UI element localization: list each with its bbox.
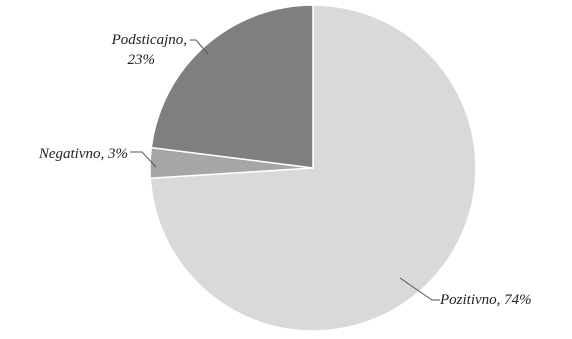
pie-slices <box>149 4 477 332</box>
leader-lines <box>130 39 440 301</box>
slice-label-podsticajno-line-1: Podsticajno, <box>111 32 187 48</box>
slice-label-pozitivno: Pozitivno, 74% <box>439 292 532 308</box>
slice-label-negativno: Negativno, 3% <box>38 146 128 162</box>
pie-slice-podsticajno <box>150 4 314 169</box>
leader-line-negativno <box>130 151 157 168</box>
leader-line-podsticajno <box>190 39 209 55</box>
leader-line-pozitivno <box>399 277 440 301</box>
slice-labels: Pozitivno, 74% Negativno, 3% Podsticajno, 2… <box>38 32 532 308</box>
slice-label-podsticajno-line-2: 23% <box>128 52 156 68</box>
